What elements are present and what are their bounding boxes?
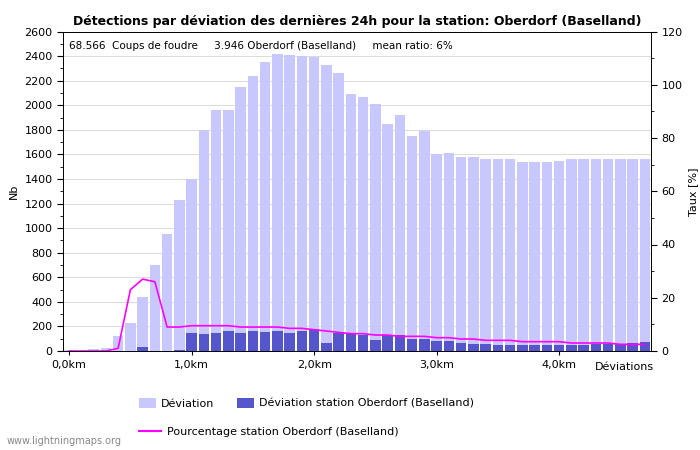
Bar — [591, 159, 601, 351]
Bar — [627, 343, 638, 351]
Bar — [346, 94, 356, 351]
Bar — [480, 159, 491, 351]
Bar — [223, 110, 234, 351]
Bar — [529, 345, 540, 351]
Bar — [333, 73, 344, 351]
Bar — [235, 333, 246, 351]
Bar — [88, 349, 99, 351]
Bar — [407, 339, 417, 351]
Y-axis label: Taux [%]: Taux [%] — [688, 167, 698, 216]
Bar — [284, 333, 295, 351]
Bar — [395, 115, 405, 351]
Bar — [578, 345, 589, 351]
Bar — [566, 345, 577, 351]
Bar — [591, 344, 601, 351]
Bar — [370, 340, 381, 351]
Title: Détections par déviation des dernières 24h pour la station: Oberdorf (Baselland): Détections par déviation des dernières 2… — [73, 14, 641, 27]
Bar — [223, 331, 234, 351]
Bar — [542, 345, 552, 351]
Bar — [346, 334, 356, 351]
Bar — [248, 76, 258, 351]
Bar — [137, 297, 148, 351]
Bar — [382, 335, 393, 351]
Bar — [162, 234, 172, 351]
Bar — [431, 154, 442, 351]
Bar — [505, 159, 515, 351]
Bar — [554, 345, 564, 351]
Bar — [248, 331, 258, 351]
Bar — [260, 62, 270, 351]
Bar — [493, 345, 503, 351]
Bar — [554, 161, 564, 351]
Bar — [101, 348, 111, 351]
Bar — [578, 159, 589, 351]
Bar — [407, 136, 417, 351]
Bar — [358, 335, 368, 351]
Bar — [615, 344, 626, 351]
Bar — [640, 342, 650, 351]
Bar — [284, 55, 295, 351]
Bar — [505, 346, 515, 351]
Text: 68.566  Coups de foudre     3.946 Oberdorf (Baselland)     mean ratio: 6%: 68.566 Coups de foudre 3.946 Oberdorf (B… — [69, 41, 453, 51]
Bar — [186, 179, 197, 351]
Bar — [419, 339, 430, 351]
Bar — [542, 162, 552, 351]
Bar — [333, 333, 344, 351]
Bar — [321, 65, 332, 351]
Bar — [309, 329, 319, 351]
Bar — [272, 331, 283, 351]
Text: Déviations: Déviations — [596, 362, 654, 372]
Bar — [235, 87, 246, 351]
Bar — [444, 153, 454, 351]
Bar — [113, 336, 123, 351]
Bar — [529, 162, 540, 351]
Bar — [211, 333, 221, 351]
Bar — [297, 331, 307, 351]
Bar — [211, 110, 221, 351]
Bar — [199, 334, 209, 351]
Bar — [395, 335, 405, 351]
Bar — [468, 157, 479, 351]
Bar — [358, 97, 368, 351]
Bar — [137, 347, 148, 351]
Bar — [640, 159, 650, 351]
Bar — [419, 131, 430, 351]
Bar — [566, 159, 577, 351]
Bar — [431, 341, 442, 351]
Bar — [456, 343, 466, 351]
Bar — [272, 54, 283, 351]
Bar — [603, 344, 613, 351]
Bar — [150, 265, 160, 351]
Bar — [125, 323, 136, 351]
Bar — [456, 157, 466, 351]
Bar — [444, 341, 454, 351]
Bar — [199, 130, 209, 351]
Bar — [493, 159, 503, 351]
Bar — [174, 200, 185, 351]
Bar — [321, 343, 332, 351]
Bar — [382, 124, 393, 351]
Text: www.lightningmaps.org: www.lightningmaps.org — [7, 436, 122, 446]
Bar — [603, 159, 613, 351]
Bar — [370, 104, 381, 351]
Bar — [615, 159, 626, 351]
Bar — [309, 57, 319, 351]
Bar — [480, 344, 491, 351]
Bar — [517, 346, 528, 351]
Y-axis label: Nb: Nb — [9, 184, 19, 199]
Legend: Pourcentage station Oberdorf (Baselland): Pourcentage station Oberdorf (Baselland) — [139, 427, 398, 437]
Bar — [186, 333, 197, 351]
Bar — [260, 332, 270, 351]
Bar — [297, 56, 307, 351]
Bar — [517, 162, 528, 351]
Bar — [468, 344, 479, 351]
Bar — [627, 159, 638, 351]
